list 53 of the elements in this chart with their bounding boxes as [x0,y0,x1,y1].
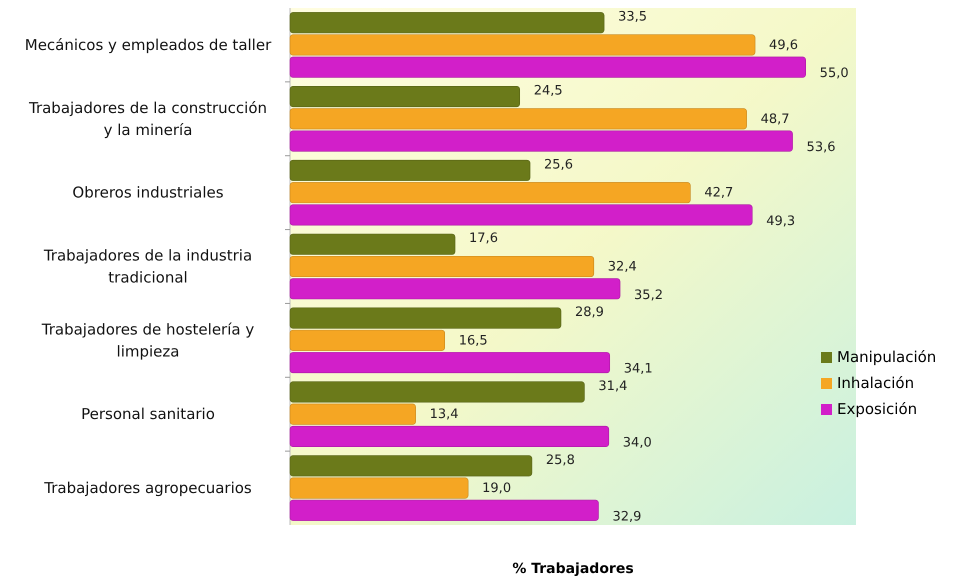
data-label: 13,4 [430,407,459,422]
data-label: 48,7 [760,112,790,127]
bar [290,34,756,56]
data-label: 34,1 [624,362,653,377]
y-tick-label: Obreros industriales [72,184,224,202]
data-label: 32,4 [608,260,637,274]
data-label: 42,7 [704,186,734,201]
data-label: 53,6 [806,140,836,156]
data-label: 32,9 [612,509,642,524]
bar [290,381,585,402]
bar [290,182,691,204]
bar [290,426,610,448]
bar [290,330,446,351]
data-label: 31,4 [598,378,628,394]
y-tick-label: Personal sanitario [81,405,215,424]
data-label: 25,6 [544,157,573,172]
bar [290,404,416,425]
bar [290,130,793,152]
bar [290,234,456,255]
y-tick-label: Mecánicos y empleados de taller [24,36,272,54]
bar [290,86,520,108]
bar [290,455,532,476]
y-tick-label: Trabajadores de la construcción y la minería [28,98,268,139]
y-tick-label: Trabajadores agropecuarios [43,479,252,498]
bar [290,478,468,499]
legend-label: Inhalación [837,374,914,392]
bar [290,56,806,78]
legend-label: Manipulación [837,348,936,366]
y-tick-label: Trabajadores de la industria tradicional [42,246,252,286]
bar [290,256,594,278]
data-label: 28,9 [574,305,604,320]
y-tick-label: Trabajadores de hostelería y limpieza [40,320,254,360]
data-label: 55,0 [820,66,849,82]
data-label: 49,6 [769,38,798,53]
bar [290,108,747,130]
bar [290,352,610,374]
data-label: 25,8 [546,452,575,468]
bar [290,204,753,226]
data-label: 35,2 [634,288,663,303]
data-label: 19,0 [482,481,512,496]
data-label: 49,3 [766,214,796,229]
bar [290,500,599,521]
bar [290,308,562,329]
bar [290,278,620,300]
data-label: 16,5 [458,333,488,348]
data-label: 24,5 [534,84,563,99]
text: Exposición [837,400,918,418]
x-axis-title: % Trabajadores [512,561,634,577]
bar [290,12,604,34]
bar [290,160,530,181]
data-label: 17,6 [469,231,498,246]
data-label: 33,5 [618,10,648,25]
data-label: 34,0 [622,435,652,450]
